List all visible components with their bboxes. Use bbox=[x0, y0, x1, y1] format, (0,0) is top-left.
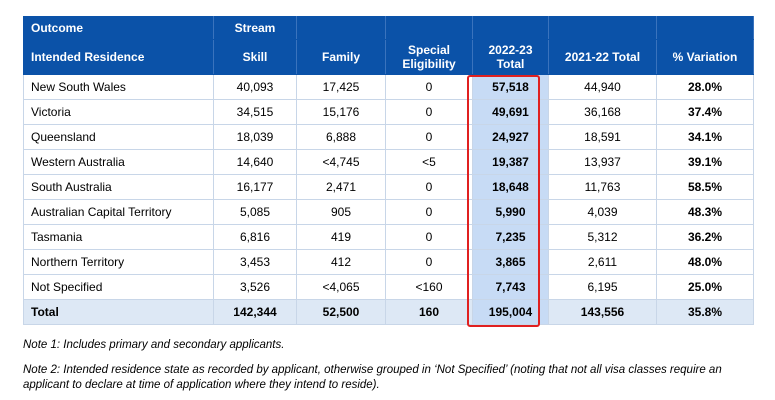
total-2022-23-cell: 18,648 bbox=[472, 174, 549, 200]
table-row: Northern Territory 3,453 412 0 3,865 2,6… bbox=[23, 249, 754, 275]
state-cell: Not Specified bbox=[23, 274, 214, 300]
family-header: Family bbox=[296, 39, 386, 75]
variation-cell: 34.1% bbox=[656, 124, 754, 150]
special-cell: 0 bbox=[385, 199, 473, 225]
total-2021-22-cell: 4,039 bbox=[548, 199, 657, 225]
total-2021-22-header: 2021-22 Total bbox=[548, 39, 657, 75]
state-cell: Australian Capital Territory bbox=[23, 199, 214, 225]
state-cell: Tasmania bbox=[23, 224, 214, 250]
table-row: Australian Capital Territory 5,085 905 0… bbox=[23, 199, 754, 225]
special-cell: 0 bbox=[385, 124, 473, 150]
skill-cell: 3,526 bbox=[213, 274, 297, 300]
variation-cell: 36.2% bbox=[656, 224, 754, 250]
skill-header: Skill bbox=[213, 39, 297, 75]
table-row: Western Australia 14,640 <4,745 <5 19,38… bbox=[23, 149, 754, 175]
state-cell: South Australia bbox=[23, 174, 214, 200]
special-cell: 0 bbox=[385, 249, 473, 275]
family-cell: <4,745 bbox=[296, 149, 386, 175]
header-row-1: Outcome Stream bbox=[23, 16, 754, 40]
family-cell: 905 bbox=[296, 199, 386, 225]
total-2021-22-cell: 44,940 bbox=[548, 74, 657, 100]
special-total: 160 bbox=[385, 299, 473, 325]
variation-cell: 48.3% bbox=[656, 199, 754, 225]
special-cell: <5 bbox=[385, 149, 473, 175]
table-row: Queensland 18,039 6,888 0 24,927 18,591 … bbox=[23, 124, 754, 150]
special-cell: 0 bbox=[385, 74, 473, 100]
family-cell: 6,888 bbox=[296, 124, 386, 150]
state-cell: Victoria bbox=[23, 99, 214, 125]
total-label: Total bbox=[23, 299, 214, 325]
family-cell: 2,471 bbox=[296, 174, 386, 200]
skill-cell: 5,085 bbox=[213, 199, 297, 225]
total-2021-22-cell: 36,168 bbox=[548, 99, 657, 125]
total-2022-23-cell: 5,990 bbox=[472, 199, 549, 225]
variation-header: % Variation bbox=[656, 39, 754, 75]
table-row: New South Wales 40,093 17,425 0 57,518 4… bbox=[23, 74, 754, 100]
total-2022-23-cell: 7,743 bbox=[472, 274, 549, 300]
total-2021-22-cell: 2,611 bbox=[548, 249, 657, 275]
note-2: Note 2: Intended residence state as reco… bbox=[23, 364, 722, 391]
family-cell: 419 bbox=[296, 224, 386, 250]
skill-cell: 34,515 bbox=[213, 99, 297, 125]
total-2022-23-cell: 7,235 bbox=[472, 224, 549, 250]
family-cell: 17,425 bbox=[296, 74, 386, 100]
total-2022-23-header: 2022-23 Total bbox=[472, 39, 549, 75]
total-2022-23-cell: 57,518 bbox=[472, 74, 549, 100]
state-cell: Queensland bbox=[23, 124, 214, 150]
special-cell: 0 bbox=[385, 224, 473, 250]
stream-header: Stream bbox=[213, 16, 297, 40]
table-row: Tasmania 6,816 419 0 7,235 5,312 36.2% bbox=[23, 224, 754, 250]
skill-cell: 14,640 bbox=[213, 149, 297, 175]
intended-residence-header: Intended Residence bbox=[23, 39, 214, 75]
family-cell: <4,065 bbox=[296, 274, 386, 300]
state-cell: Northern Territory bbox=[23, 249, 214, 275]
variation-cell: 28.0% bbox=[656, 74, 754, 100]
family-cell: 412 bbox=[296, 249, 386, 275]
grand-total-2021-22: 143,556 bbox=[548, 299, 657, 325]
state-cell: New South Wales bbox=[23, 74, 214, 100]
total-2021-22-cell: 5,312 bbox=[548, 224, 657, 250]
variation-cell: 37.4% bbox=[656, 99, 754, 125]
skill-cell: 6,816 bbox=[213, 224, 297, 250]
total-2021-22-cell: 11,763 bbox=[548, 174, 657, 200]
state-cell: Western Australia bbox=[23, 149, 214, 175]
special-eligibility-header: Special Eligibility bbox=[385, 39, 473, 75]
skill-cell: 3,453 bbox=[213, 249, 297, 275]
total-row: Total 142,344 52,500 160 195,004 143,556… bbox=[23, 299, 754, 325]
header-filler bbox=[385, 16, 473, 40]
skill-cell: 40,093 bbox=[213, 74, 297, 100]
skill-cell: 18,039 bbox=[213, 124, 297, 150]
total-2022-23-cell: 24,927 bbox=[472, 124, 549, 150]
skill-cell: 16,177 bbox=[213, 174, 297, 200]
residence-table: Outcome Stream Intended Residence Skill … bbox=[23, 16, 754, 325]
special-cell: 0 bbox=[385, 99, 473, 125]
total-2021-22-cell: 18,591 bbox=[548, 124, 657, 150]
variation-cell: 58.5% bbox=[656, 174, 754, 200]
total-2022-23-cell: 19,387 bbox=[472, 149, 549, 175]
table-row: Not Specified 3,526 <4,065 <160 7,743 6,… bbox=[23, 274, 754, 300]
variation-cell: 48.0% bbox=[656, 249, 754, 275]
special-cell: <160 bbox=[385, 274, 473, 300]
skill-total: 142,344 bbox=[213, 299, 297, 325]
header-filler bbox=[472, 16, 549, 40]
total-2021-22-cell: 6,195 bbox=[548, 274, 657, 300]
table-row: South Australia 16,177 2,471 0 18,648 11… bbox=[23, 174, 754, 200]
variation-cell: 25.0% bbox=[656, 274, 754, 300]
header-filler bbox=[548, 16, 657, 40]
outcome-header: Outcome bbox=[23, 16, 214, 40]
special-cell: 0 bbox=[385, 174, 473, 200]
total-2022-23-cell: 3,865 bbox=[472, 249, 549, 275]
family-cell: 15,176 bbox=[296, 99, 386, 125]
header-filler bbox=[296, 16, 386, 40]
table-row: Victoria 34,515 15,176 0 49,691 36,168 3… bbox=[23, 99, 754, 125]
header-row-2: Intended Residence Skill Family Special … bbox=[23, 39, 754, 75]
total-2021-22-cell: 13,937 bbox=[548, 149, 657, 175]
variation-cell: 39.1% bbox=[656, 149, 754, 175]
total-2022-23-cell: 49,691 bbox=[472, 99, 549, 125]
header-filler bbox=[656, 16, 754, 40]
family-total: 52,500 bbox=[296, 299, 386, 325]
grand-total-2022-23: 195,004 bbox=[472, 299, 549, 325]
note-1: Note 1: Includes primary and secondary a… bbox=[23, 339, 285, 351]
variation-total: 35.8% bbox=[656, 299, 754, 325]
